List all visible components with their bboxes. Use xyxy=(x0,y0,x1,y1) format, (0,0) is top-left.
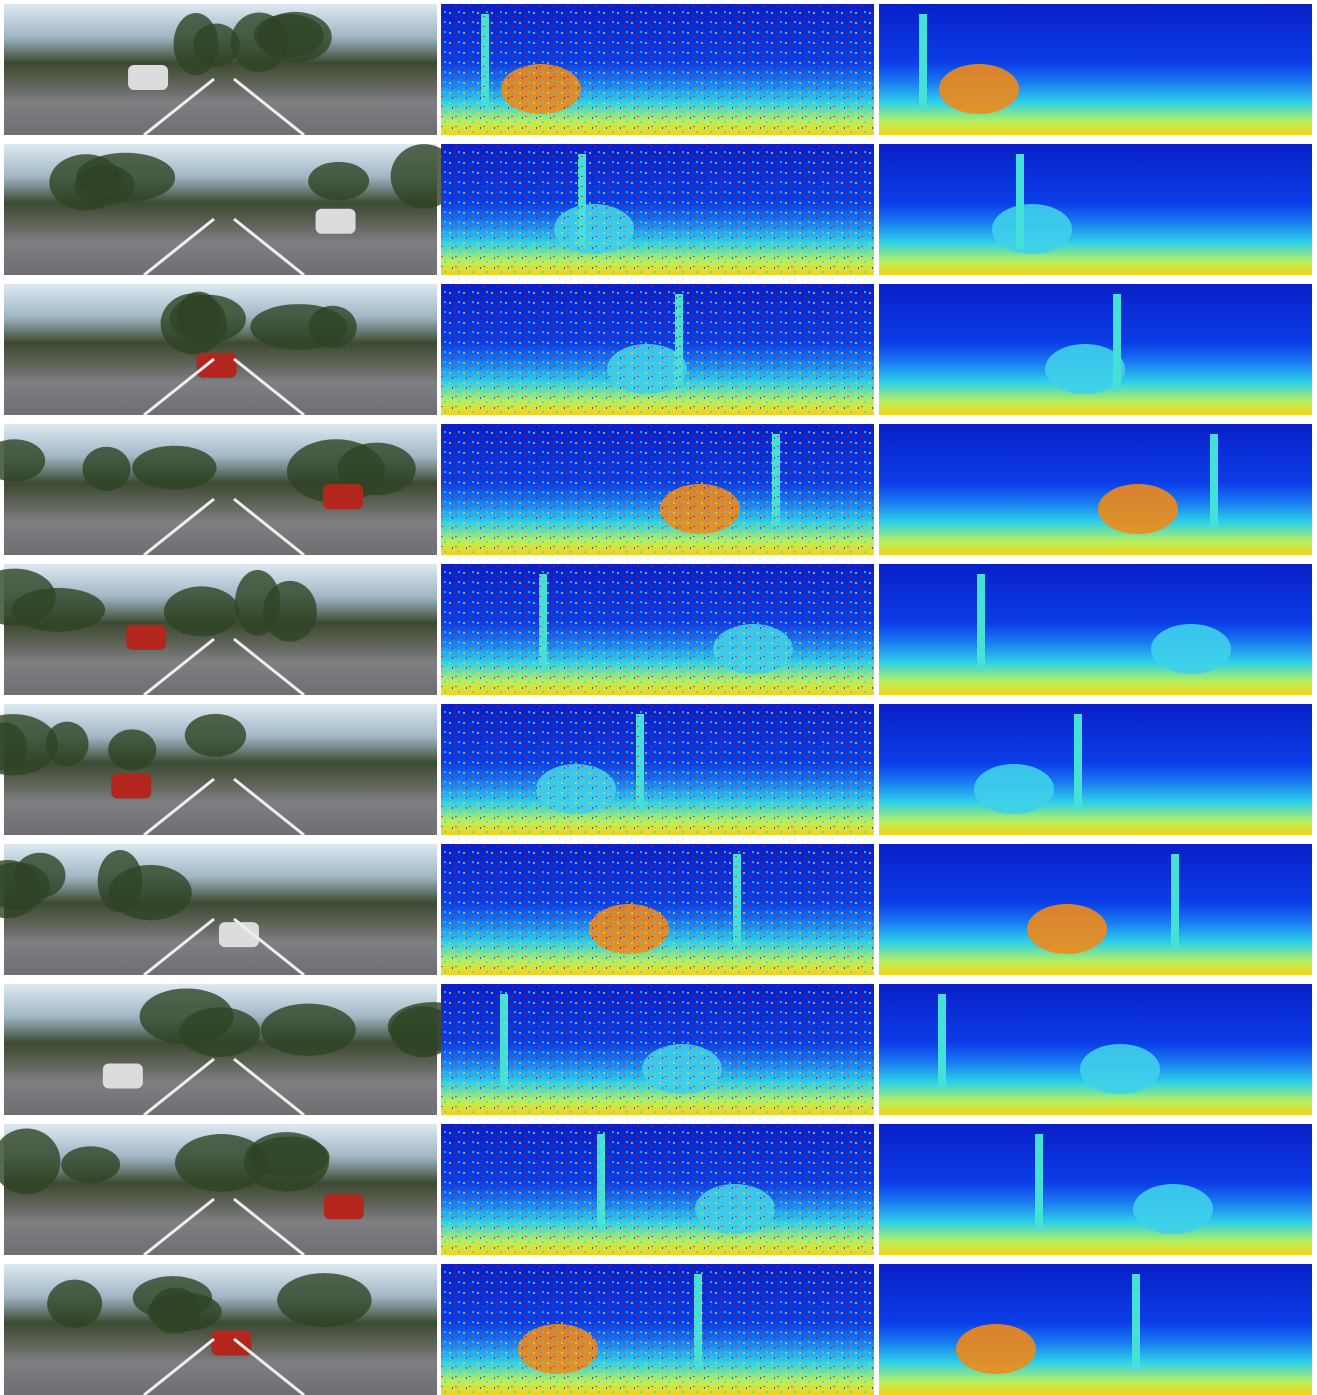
depth-pole xyxy=(919,14,927,109)
depth-object xyxy=(1027,904,1107,954)
depth-map xyxy=(879,1264,1312,1395)
depth-noise xyxy=(441,984,874,1115)
tree xyxy=(164,586,239,636)
car xyxy=(103,1063,143,1088)
depth-map xyxy=(879,4,1312,135)
tree xyxy=(161,293,227,354)
car xyxy=(211,1331,251,1356)
depth-object xyxy=(1133,1184,1213,1234)
depth-noise xyxy=(441,704,874,835)
depth-object xyxy=(1151,624,1231,674)
tree xyxy=(47,1280,102,1328)
tree xyxy=(148,1293,222,1332)
depth-object xyxy=(1098,484,1178,534)
street-photo xyxy=(4,844,437,975)
tree xyxy=(61,1146,120,1183)
car xyxy=(197,353,237,378)
depth-pole xyxy=(938,994,946,1089)
depth-noise xyxy=(441,144,874,275)
car xyxy=(324,1194,364,1219)
tree xyxy=(258,12,332,63)
depth-map xyxy=(879,704,1312,835)
depth-map xyxy=(879,564,1312,695)
tree xyxy=(185,714,246,757)
tree xyxy=(261,1004,356,1056)
depth-pole xyxy=(1132,1274,1140,1369)
tree xyxy=(249,1137,330,1178)
tree xyxy=(83,447,131,491)
depth-object xyxy=(974,764,1054,814)
depth-pole xyxy=(1171,854,1179,949)
depth-pole xyxy=(1035,1134,1043,1229)
depth-pole xyxy=(1016,154,1024,249)
depth-noise xyxy=(441,424,874,555)
depth-noise xyxy=(441,1124,874,1255)
depth-map xyxy=(879,1124,1312,1255)
depth-pole xyxy=(1074,714,1082,809)
depth-noise xyxy=(441,4,874,135)
depth-object xyxy=(992,204,1072,254)
depth-map xyxy=(879,144,1312,275)
car xyxy=(316,209,356,234)
car xyxy=(128,65,168,90)
depth-pole xyxy=(977,574,985,669)
figure-grid xyxy=(0,0,1317,1395)
tree xyxy=(174,13,219,75)
depth-noise xyxy=(441,1264,874,1395)
tree xyxy=(180,1007,261,1057)
street-photo xyxy=(4,4,437,135)
depth-noise xyxy=(441,284,874,415)
tree xyxy=(75,165,135,206)
tree xyxy=(132,446,216,490)
page: {} (() => { const svg = document.getElem… xyxy=(0,0,1317,1395)
tree xyxy=(277,1273,371,1327)
tree xyxy=(250,304,347,350)
depth-map xyxy=(879,424,1312,555)
car xyxy=(111,774,151,799)
depth-noise xyxy=(441,564,874,695)
depth-pole xyxy=(1210,434,1218,529)
car xyxy=(126,625,166,650)
depth-object xyxy=(939,64,1019,114)
depth-object xyxy=(956,1324,1036,1374)
depth-noise xyxy=(441,844,874,975)
depth-map xyxy=(879,844,1312,975)
car xyxy=(323,484,363,509)
tree xyxy=(45,722,88,766)
depth-pole xyxy=(1113,294,1121,389)
tree xyxy=(98,850,143,912)
tree xyxy=(308,162,369,200)
tree xyxy=(108,729,156,770)
depth-object xyxy=(1080,1044,1160,1094)
tree xyxy=(263,581,317,642)
